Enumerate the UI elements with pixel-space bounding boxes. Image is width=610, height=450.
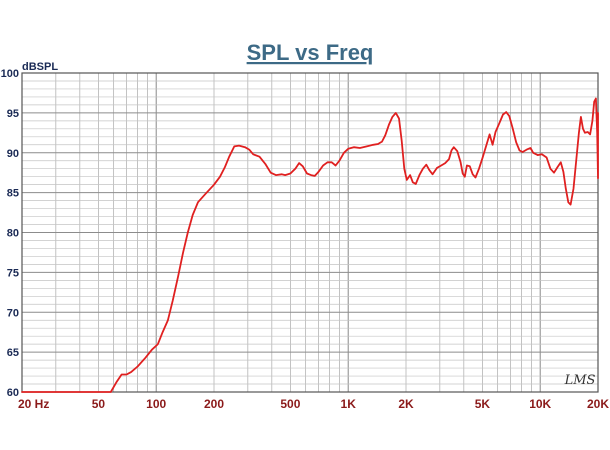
y-tick-label: 75 [7, 267, 19, 279]
y-tick-label: 60 [7, 387, 19, 399]
x-tick-label: 500 [280, 397, 300, 411]
x-tick-label: 100 [146, 397, 166, 411]
grid [22, 73, 598, 392]
spl-series-line [21, 97, 599, 393]
y-tick-label: 95 [7, 108, 19, 120]
x-tick-label: 2K [398, 397, 414, 411]
y-tick-label: 80 [7, 228, 19, 240]
y-tick-label: 90 [7, 148, 19, 160]
series-group [21, 97, 599, 393]
plot-frame [21, 72, 599, 393]
lms-watermark: LMS [564, 373, 596, 388]
y-axis-label: dBSPL [22, 61, 58, 73]
y-ticks: 60 65 70 75 80 85 90 95 100 [1, 68, 19, 399]
y-tick-label: 85 [7, 188, 19, 200]
y-tick-label: 70 [7, 307, 19, 319]
x-ticks: 20 Hz 50 100 200 500 1K 2K 5K 10K 20K [18, 397, 609, 411]
chart-title: SPL vs Freq [247, 40, 374, 65]
x-tick-label: 50 [92, 397, 106, 411]
y-tick-label: 65 [7, 347, 19, 359]
x-tick-label: 200 [204, 397, 224, 411]
x-tick-label: 20K [587, 397, 609, 411]
y-tick-label: 100 [1, 68, 19, 80]
x-tick-label: 20 Hz [18, 397, 49, 411]
x-tick-label: 1K [341, 397, 357, 411]
x-tick-label: 10K [529, 397, 551, 411]
x-tick-label: 5K [475, 397, 491, 411]
